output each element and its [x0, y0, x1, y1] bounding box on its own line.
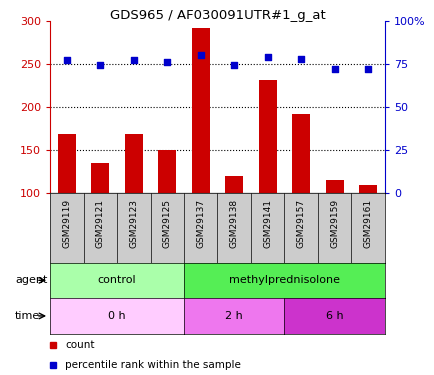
Text: 2 h: 2 h — [225, 311, 243, 321]
Point — [164, 59, 171, 65]
Text: GSM29161: GSM29161 — [363, 199, 372, 248]
Point — [264, 54, 271, 60]
Bar — [191, 28, 210, 193]
Point — [230, 63, 237, 69]
Text: GDS965 / AF030091UTR#1_g_at: GDS965 / AF030091UTR#1_g_at — [109, 9, 325, 22]
Point — [364, 66, 371, 72]
Text: 6 h: 6 h — [325, 311, 343, 321]
Bar — [291, 114, 310, 193]
Text: methylprednisolone: methylprednisolone — [228, 275, 339, 285]
Bar — [325, 180, 343, 193]
Bar — [158, 150, 176, 193]
Text: GSM29125: GSM29125 — [162, 199, 171, 248]
Point — [63, 57, 70, 63]
Text: count: count — [65, 340, 94, 350]
Bar — [57, 135, 76, 193]
Bar — [91, 163, 109, 193]
Text: 0 h: 0 h — [108, 311, 125, 321]
Point — [130, 57, 137, 63]
Bar — [358, 184, 377, 193]
Text: agent: agent — [15, 275, 47, 285]
Text: GSM29123: GSM29123 — [129, 199, 138, 248]
Text: GSM29141: GSM29141 — [263, 199, 272, 248]
Text: GSM29137: GSM29137 — [196, 199, 205, 248]
Point — [297, 56, 304, 62]
Point — [97, 63, 104, 69]
Text: percentile rank within the sample: percentile rank within the sample — [65, 360, 240, 370]
Bar — [124, 134, 143, 193]
Point — [331, 66, 338, 72]
Bar — [224, 176, 243, 193]
Text: control: control — [98, 275, 136, 285]
Bar — [258, 80, 276, 193]
Point — [197, 52, 204, 58]
Text: GSM29159: GSM29159 — [329, 199, 339, 248]
Text: GSM29157: GSM29157 — [296, 199, 305, 248]
Text: GSM29121: GSM29121 — [95, 199, 105, 248]
Text: GSM29138: GSM29138 — [229, 199, 238, 248]
Text: time: time — [15, 311, 40, 321]
Text: GSM29119: GSM29119 — [62, 199, 71, 248]
